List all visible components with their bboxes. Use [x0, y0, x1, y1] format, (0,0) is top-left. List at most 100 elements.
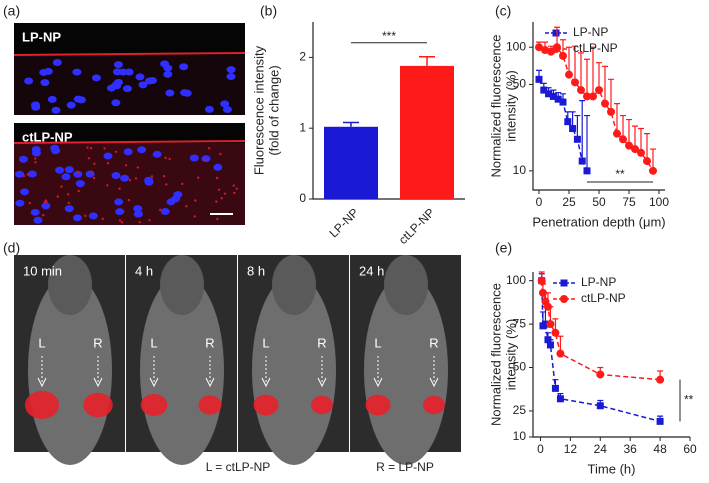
y-axis-label: Normalized fluorescence [488, 34, 503, 177]
fluorescence [423, 395, 445, 415]
nucleus [220, 100, 230, 108]
y-tick-label: 100 [506, 39, 526, 53]
red-signal [162, 174, 166, 178]
nucleus [135, 73, 145, 81]
series-line [540, 280, 661, 423]
red-signal [93, 162, 96, 166]
error-bar [638, 127, 644, 153]
marker [556, 349, 565, 358]
nucleus [120, 174, 130, 182]
nucleus [52, 59, 62, 67]
marker [637, 148, 645, 157]
red-signal [232, 184, 236, 187]
nucleus [75, 180, 85, 188]
axes [532, 22, 665, 191]
y-axis-label: intensity (%) [503, 319, 518, 391]
red-signal [158, 208, 162, 212]
x-tick-label: 48 [653, 442, 667, 456]
nucleus [40, 79, 50, 87]
marker [554, 95, 562, 103]
side-label: R [93, 335, 102, 350]
y-tick-label: 10 [513, 163, 527, 177]
red-signal [22, 174, 26, 178]
red-signal [44, 199, 48, 202]
x-tick-label: LP-NP [326, 205, 361, 240]
red-signal [203, 158, 206, 161]
red-signal [34, 161, 37, 164]
nucleus [61, 173, 71, 181]
red-signal [219, 152, 222, 156]
side-label: R [317, 335, 326, 350]
red-signal [127, 198, 131, 202]
arrow-head [205, 377, 215, 388]
red-signal [67, 201, 71, 205]
time-label: 10 min [23, 263, 62, 278]
side-label: R [429, 335, 438, 350]
legend-label: ctLP-NP [573, 41, 618, 55]
red-signal [148, 219, 151, 222]
red-signal [217, 188, 221, 191]
legend-marker [560, 295, 568, 303]
marker [649, 166, 657, 175]
x-tick-label: 0 [536, 195, 543, 209]
arrow-head [261, 377, 271, 388]
nucleus [226, 73, 236, 81]
significance: *** [382, 29, 396, 43]
red-signal [89, 146, 93, 150]
marker [546, 320, 555, 329]
nucleus [30, 208, 40, 216]
side-label: R [205, 335, 214, 350]
side-label: L [38, 335, 45, 350]
marker [559, 51, 567, 60]
fluorescence [25, 391, 59, 419]
fluorescence [140, 394, 168, 416]
arrow-head [373, 377, 383, 388]
marker [571, 78, 579, 87]
marker [583, 92, 591, 101]
nucleus [15, 170, 25, 178]
marker [589, 92, 597, 101]
y-tick-label: 0 [299, 191, 306, 205]
marker [656, 417, 664, 425]
marker [535, 75, 543, 83]
marker [619, 135, 627, 144]
nucleus [73, 95, 83, 103]
nucleus [88, 212, 98, 220]
bar [324, 126, 378, 199]
marker [556, 395, 564, 403]
marker [537, 276, 546, 285]
nucleus [165, 89, 175, 97]
nucleus [111, 172, 121, 180]
mouse-head [384, 255, 428, 315]
nucleus [201, 155, 211, 163]
marker [549, 92, 557, 100]
red-signal [220, 196, 223, 200]
red-signal [42, 214, 45, 217]
nucleus [51, 106, 61, 114]
red-signal [185, 205, 188, 208]
x-tick-label: 12 [564, 442, 578, 456]
panel-label: (d) [3, 240, 20, 256]
red-signal [136, 166, 140, 169]
fluorescence [365, 394, 391, 416]
nucleus [64, 166, 74, 174]
nucleus [31, 103, 41, 111]
y-tick-label: 50 [513, 77, 527, 91]
x-axis-label: Penetration depth (μm) [532, 214, 665, 229]
y-tick-label: 75 [513, 316, 527, 330]
error-bar [608, 78, 614, 112]
red-signal [26, 173, 29, 176]
red-signal [118, 219, 122, 222]
legend-marker [552, 45, 560, 53]
mouse-body [140, 275, 224, 465]
red-signal [34, 157, 37, 160]
y-tick-label: 100 [506, 273, 526, 287]
tissue-edge [13, 52, 246, 56]
panel-label: (e) [495, 240, 512, 256]
red-signal [194, 199, 197, 202]
y-tick-label: 10 [513, 429, 527, 443]
error-bar [572, 45, 578, 83]
legend-label: LP-NP [573, 25, 608, 39]
nucleus [72, 68, 82, 76]
